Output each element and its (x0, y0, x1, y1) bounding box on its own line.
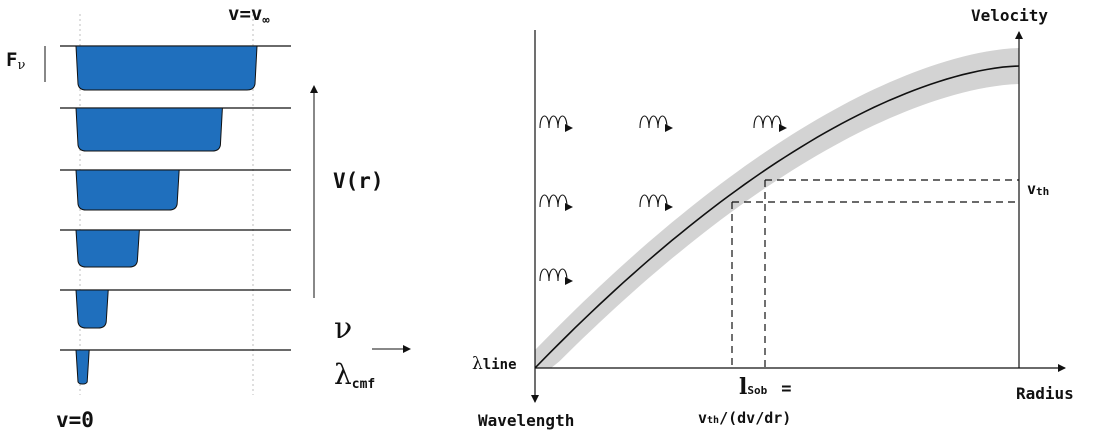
absorption-trough (75, 229, 140, 268)
photon-wave (539, 268, 573, 285)
sobolev-formula: vth/(dv/dr) (698, 409, 791, 427)
right-panel: Velocity Radius Wavelength λline vth lSo… (472, 6, 1074, 430)
lambda-line-label: λline (472, 354, 517, 374)
photon-wave (639, 115, 673, 132)
absorption-profile-5 (60, 289, 291, 329)
absorption-profile-6 (60, 349, 291, 385)
absorption-trough (75, 349, 90, 385)
velocity-law-curve (534, 65, 1020, 369)
photon-wave (539, 115, 573, 132)
absorption-trough (75, 169, 180, 211)
wavelength-axis-label: Wavelength (478, 411, 574, 430)
v-infinity-label: v=v∞ (228, 3, 270, 27)
photon-wave (753, 115, 787, 132)
lambda-cmf-label: λcmf (334, 358, 375, 392)
absorption-profiles (60, 45, 291, 385)
absorption-profile-1 (60, 45, 291, 91)
absorption-profile-3 (60, 169, 291, 211)
velocity-axis-label: Velocity (971, 6, 1048, 25)
vth-label: vth (1027, 180, 1049, 198)
photon-packet (639, 194, 673, 211)
sobolev-length-label: lSob = (739, 374, 791, 400)
photon-wave (639, 194, 673, 211)
photon-packet (753, 115, 787, 132)
nu-label: ν (334, 311, 352, 346)
absorption-trough (75, 107, 223, 152)
thermal-width-band (535, 48, 1019, 368)
flux-label: Fν (6, 49, 25, 73)
absorption-trough (75, 45, 258, 91)
radius-axis-label: Radius (1016, 384, 1074, 403)
photon-packet (539, 194, 573, 211)
velocity-function-label: V(r) (333, 169, 384, 193)
photon-packet (539, 115, 573, 132)
v-zero-label: v=0 (56, 408, 94, 432)
absorption-trough (75, 289, 109, 329)
photon-packets (539, 115, 787, 285)
photon-wave (539, 194, 573, 211)
photon-packet (539, 268, 573, 285)
absorption-profile-2 (60, 107, 291, 152)
left-panel: v=v∞ Fν V(r) ν λcmf v=0 (6, 3, 411, 432)
absorption-profile-4 (60, 229, 291, 268)
photon-packet (639, 115, 673, 132)
